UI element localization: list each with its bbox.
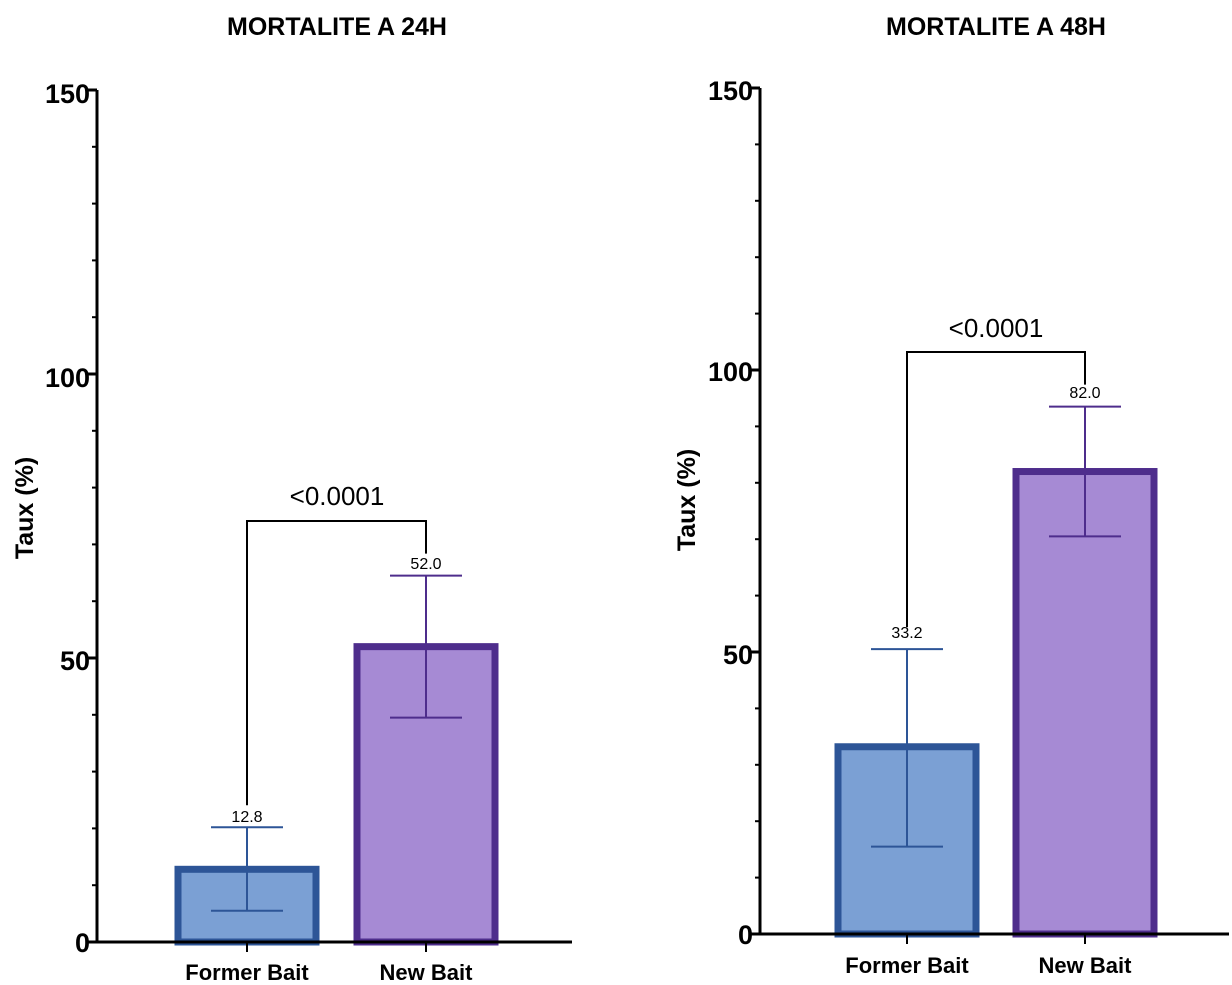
chart-title: MORTALITE A 48H (886, 13, 1106, 41)
x-tick-label-new-bait: New Bait (1039, 953, 1133, 978)
value-label-former-bait: 33.2 (891, 625, 922, 642)
y-axis-label: Taux (%) (673, 449, 701, 551)
value-label-new-bait: 82.0 (1069, 385, 1100, 402)
x-tick-label-former-bait: Former Bait (185, 960, 309, 985)
x-tick-label-former-bait: Former Bait (845, 953, 969, 978)
y-tick-label-0: 0 (75, 928, 90, 958)
y-tick-label-150: 150 (45, 79, 90, 109)
chart-panel-24h: MORTALITE A 24H Taux (%) Former Bait New… (11, 13, 572, 985)
y-axis-label: Taux (%) (11, 457, 39, 559)
y-tick-label-50: 50 (723, 640, 753, 670)
y-tick-label-100: 100 (708, 357, 753, 387)
chart-panel-48h: MORTALITE A 48H Taux (%) Former Bait New… (673, 13, 1229, 978)
significance-label: <0.0001 (290, 481, 385, 511)
significance-bracket (246, 520, 427, 806)
x-tick-label-new-bait: New Bait (380, 960, 474, 985)
significance-bracket (906, 351, 1086, 628)
y-tick-label-0: 0 (738, 920, 753, 950)
value-label-former-bait: 12.8 (231, 809, 262, 826)
value-label-new-bait: 52.0 (410, 556, 441, 573)
y-tick-label-100: 100 (45, 363, 90, 393)
chart-title: MORTALITE A 24H (227, 13, 447, 41)
bar-new-bait (1012, 468, 1158, 938)
y-tick-label-150: 150 (708, 76, 753, 106)
y-tick-label-50: 50 (60, 646, 90, 676)
significance-label: <0.0001 (949, 313, 1044, 343)
